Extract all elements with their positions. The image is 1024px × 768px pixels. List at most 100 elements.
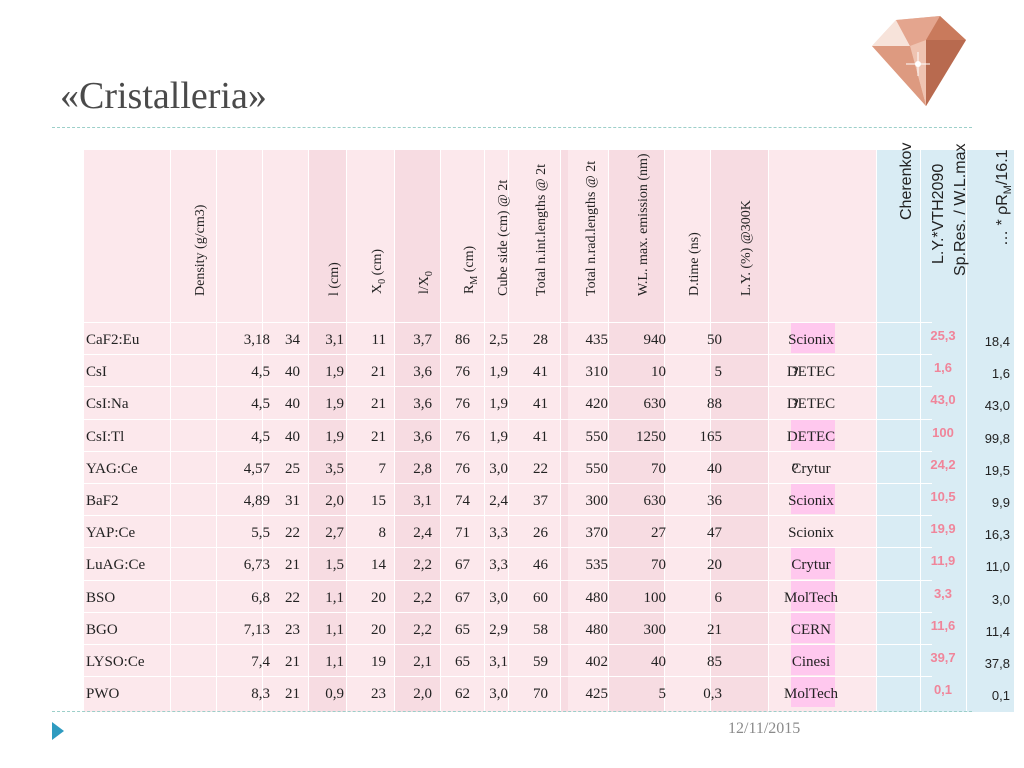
cell-rm: 3,6: [413, 364, 432, 381]
cell-rad: 41: [533, 364, 548, 381]
col-rad-bg: [568, 150, 608, 712]
cell-dtime: 630: [643, 493, 667, 509]
cell-lx0: 20: [371, 589, 386, 606]
cell-rho: 43,0: [984, 398, 1010, 414]
cell-cube: 76: [455, 396, 470, 413]
cell-wl: 370: [585, 525, 609, 542]
column-separator: [484, 150, 485, 712]
cell-rm: 3,1: [413, 493, 432, 509]
cell-lyvth: 39,7: [930, 650, 956, 665]
cell-int: 3,3: [489, 557, 508, 574]
cell-rm: 2,2: [413, 621, 432, 638]
cell-x0: 1,5: [325, 557, 344, 574]
cell-density: 4,57: [243, 460, 270, 477]
cell-x0: 1,9: [325, 396, 344, 413]
header-lx0: l/X0: [417, 271, 435, 295]
column-separator: [394, 150, 395, 712]
cell-lx0: 20: [371, 621, 386, 638]
crystal-diamond-logo: [866, 6, 970, 110]
cell-cube: 67: [455, 557, 470, 574]
cell-lyvth: 3,3: [933, 585, 953, 601]
cell-cube: 71: [455, 525, 470, 542]
cell-wl: 550: [585, 428, 609, 445]
cell-cherenkov: ?: [792, 460, 799, 477]
cell-producer: Scionix: [788, 525, 834, 542]
cell-rho: 16,3: [984, 527, 1010, 543]
cell-lyvth: 25,3: [930, 328, 956, 343]
cell-density: 6,73: [243, 557, 270, 574]
row-divider: [84, 547, 932, 549]
cell-ly: 88: [707, 396, 722, 413]
cell-cube: 62: [455, 686, 470, 703]
column-separator: [216, 150, 217, 712]
column-separator: [768, 150, 769, 712]
cell-lx0: 23: [371, 686, 386, 703]
cell-rho: 11,4: [985, 623, 1010, 639]
cell-x0: 2,7: [325, 525, 344, 542]
cell-lx0: 11: [371, 332, 386, 348]
cell-wl: 402: [585, 654, 609, 670]
cell-name: CsI:Na: [86, 396, 129, 413]
cell-density: 3,18: [243, 332, 270, 348]
cell-producer: Scionix: [788, 332, 834, 348]
cell-lyvth: 0,1: [933, 682, 953, 698]
cell-density: 4,5: [251, 364, 270, 381]
cell-rad: 41: [533, 428, 548, 445]
cell-cherenkov: ?: [792, 364, 799, 381]
cell-ly: 47: [707, 525, 722, 542]
cell-rm: 2,2: [413, 589, 432, 606]
cell-rad: 37: [533, 493, 548, 509]
col-dtime-bg: [664, 150, 710, 712]
cell-ly: 40: [707, 460, 722, 477]
cell-name: YAG:Ce: [86, 460, 138, 477]
cell-cherenkov: ?: [792, 396, 799, 413]
title-divider: [52, 127, 972, 128]
cell-l: 22: [285, 525, 300, 542]
cell-x0: 1,1: [325, 621, 344, 638]
header-x0: X0 (cm): [370, 249, 388, 295]
cell-x0: 2,0: [325, 493, 344, 509]
cell-cube: 86: [455, 332, 470, 348]
cherenkov-highlight: [791, 612, 835, 643]
cell-lyvth: 11,6: [930, 617, 956, 633]
cell-x0: 1,1: [325, 654, 344, 670]
col-rm-bg: [394, 150, 440, 712]
cell-int: 1,9: [489, 428, 508, 445]
cell-lx0: 21: [371, 396, 386, 413]
cell-wl: 310: [585, 364, 609, 381]
cell-rm: 3,7: [413, 332, 432, 348]
cell-cube: 67: [455, 589, 470, 606]
col-int-bg: [508, 150, 560, 712]
cell-cube: 76: [455, 428, 470, 445]
cell-rad: 22: [533, 460, 548, 477]
header-density: Density (g/cm3): [193, 204, 208, 296]
cell-rho: 9,9: [991, 495, 1010, 510]
cell-l: 21: [285, 686, 300, 703]
header-rho: … * ρRM/16.1: [994, 149, 1015, 246]
column-separator: [262, 150, 263, 712]
cell-cube: 65: [455, 621, 470, 638]
col-ly-bg: [710, 150, 768, 712]
cell-int: 1,9: [489, 396, 508, 413]
header-int: Total n.int.lengths @ 2t: [534, 163, 549, 296]
cell-density: 5,5: [251, 525, 270, 542]
cell-rm: 3,6: [413, 396, 432, 413]
header-ly: L.Y. (%) @300K: [739, 200, 754, 296]
cell-dtime: 27: [651, 525, 666, 542]
cell-density: 4,89: [243, 493, 270, 509]
column-separator: [508, 150, 509, 712]
cell-x0: 1,9: [325, 364, 344, 381]
column-separator: [560, 150, 561, 712]
cherenkov-highlight: [791, 548, 835, 579]
header-wl: W.L. max. emission (nm): [636, 153, 651, 296]
row-divider: [84, 644, 932, 645]
cell-rho: 19,5: [984, 462, 1010, 478]
cell-ly: 21: [707, 621, 722, 638]
cell-l: 21: [285, 557, 300, 574]
cell-int: 3,3: [489, 525, 508, 542]
col-x0-bg: [308, 150, 346, 712]
cell-rad: 60: [533, 589, 548, 606]
cell-l: 22: [285, 589, 300, 606]
cell-name: BSO: [86, 589, 116, 606]
cell-lx0: 19: [371, 654, 386, 670]
